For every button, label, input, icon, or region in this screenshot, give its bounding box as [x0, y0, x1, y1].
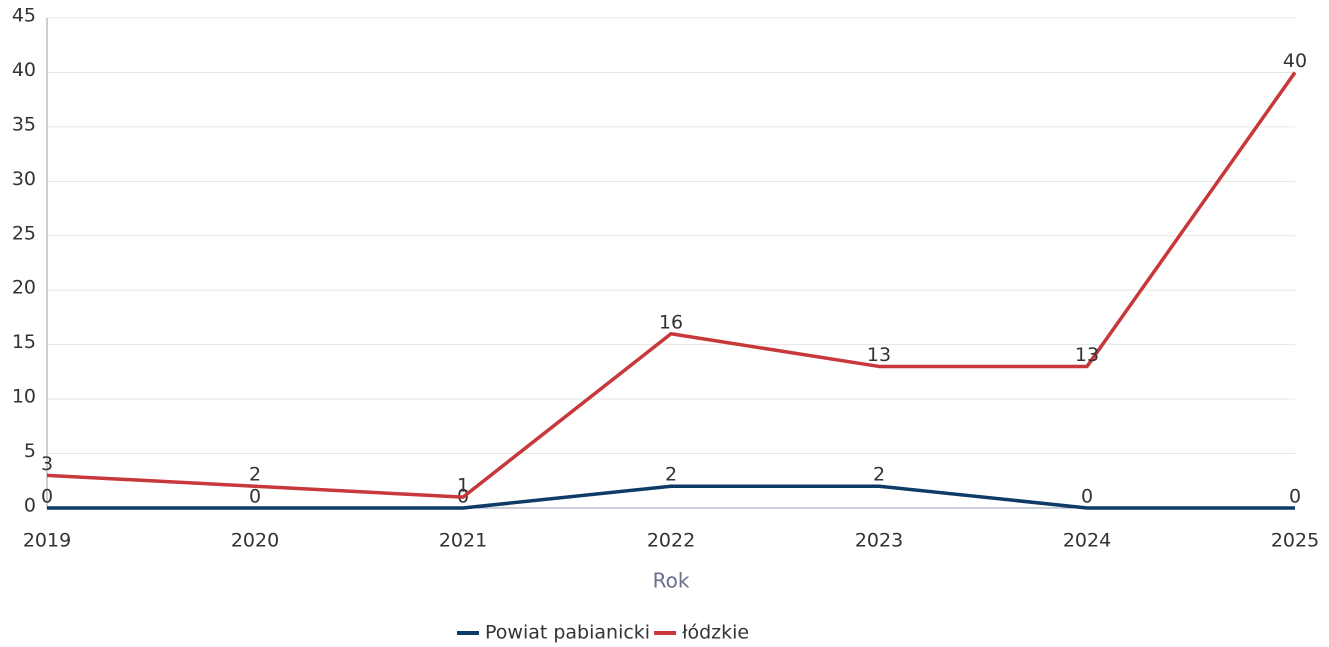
x-tick-label: 2022: [647, 530, 695, 552]
x-tick-label: 2023: [855, 530, 903, 552]
data-label: 0: [1289, 486, 1301, 508]
data-label: 2: [873, 464, 885, 486]
y-tick-label: 15: [12, 331, 36, 353]
x-axis-label: Rok: [653, 569, 690, 593]
data-label: 1: [457, 475, 469, 497]
x-tick-label: 2021: [439, 530, 487, 552]
legend-label: Powiat pabianicki: [485, 622, 650, 644]
y-tick-label: 10: [12, 386, 36, 408]
x-tick-label: 2019: [23, 530, 71, 552]
series-line: [47, 484, 1295, 510]
x-tick-label: 2024: [1063, 530, 1111, 552]
data-label: 3: [41, 453, 53, 475]
series-line: [46, 71, 1297, 499]
data-label: 2: [665, 464, 677, 486]
x-tick-label: 2025: [1271, 530, 1319, 552]
data-label: 40: [1283, 50, 1307, 72]
y-tick-label: 5: [24, 440, 36, 462]
y-tick-label: 0: [24, 495, 36, 517]
data-label: 13: [867, 344, 891, 366]
legend-label: łódzkie: [682, 622, 749, 644]
data-label: 0: [41, 486, 53, 508]
y-tick-label: 30: [12, 168, 36, 190]
y-tick-label: 35: [12, 113, 36, 135]
data-label: 0: [1081, 486, 1093, 508]
y-tick-label: 45: [12, 5, 36, 27]
data-label: 0: [249, 486, 261, 508]
data-label: 16: [659, 311, 683, 333]
y-tick-label: 40: [12, 59, 36, 81]
y-tick-label: 20: [12, 277, 36, 299]
y-tick-label: 25: [12, 222, 36, 244]
data-label: 13: [1075, 344, 1099, 366]
data-label: 2: [249, 464, 261, 486]
x-tick-label: 2020: [231, 530, 279, 552]
